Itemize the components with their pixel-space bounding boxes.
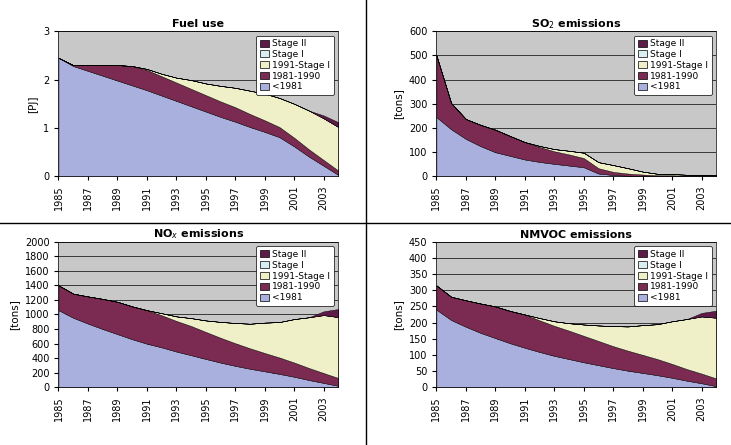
Title: NO$_x$ emissions: NO$_x$ emissions	[153, 228, 244, 242]
Y-axis label: [PJ]: [PJ]	[28, 95, 38, 113]
Legend: Stage II, Stage I, 1991-Stage I, 1981-1990, <1981: Stage II, Stage I, 1991-Stage I, 1981-19…	[256, 36, 334, 95]
Legend: Stage II, Stage I, 1991-Stage I, 1981-1990, <1981: Stage II, Stage I, 1991-Stage I, 1981-19…	[634, 36, 712, 95]
Legend: Stage II, Stage I, 1991-Stage I, 1981-1990, <1981: Stage II, Stage I, 1991-Stage I, 1981-19…	[256, 247, 334, 306]
Y-axis label: [tons]: [tons]	[10, 299, 19, 330]
Legend: Stage II, Stage I, 1991-Stage I, 1981-1990, <1981: Stage II, Stage I, 1991-Stage I, 1981-19…	[634, 247, 712, 306]
Title: SO$_2$ emissions: SO$_2$ emissions	[531, 17, 621, 31]
Title: NMVOC emissions: NMVOC emissions	[520, 230, 632, 240]
Title: Fuel use: Fuel use	[173, 19, 224, 29]
Y-axis label: [tons]: [tons]	[393, 299, 404, 330]
Y-axis label: [tons]: [tons]	[393, 89, 404, 119]
